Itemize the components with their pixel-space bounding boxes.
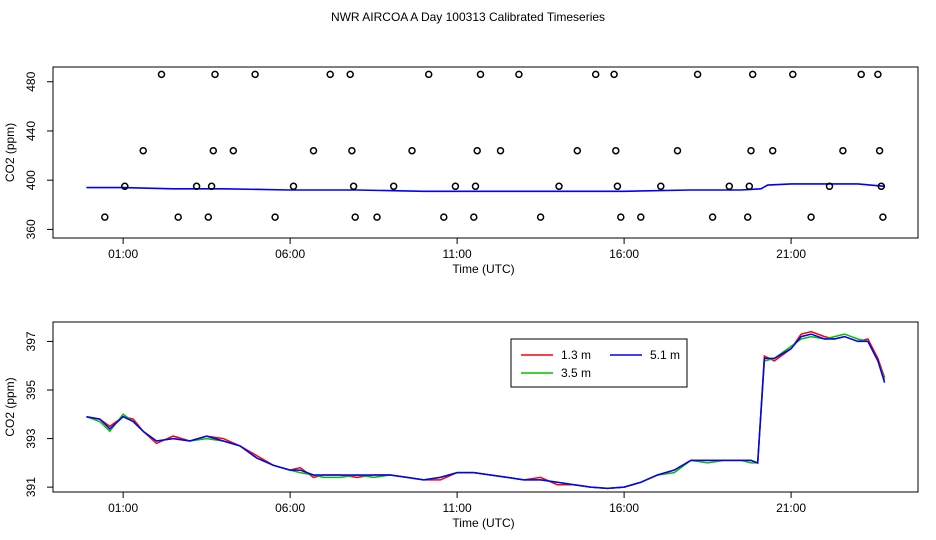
data-point: [373, 213, 381, 221]
x-tick-label: 21:00: [776, 247, 806, 261]
data-point: [473, 146, 481, 155]
figure-title: NWR AIRCOA A Day 100313 Calibrated Times…: [331, 10, 605, 24]
data-point: [748, 70, 757, 79]
data-point: [857, 70, 865, 79]
data-point: [289, 182, 298, 191]
data-point: [536, 213, 545, 221]
y-axis-label: CO2 (ppm): [3, 123, 17, 182]
series-line: [86, 333, 886, 490]
x-tick-label: 11:00: [443, 247, 472, 261]
data-point: [408, 146, 416, 155]
data-point: [825, 182, 834, 191]
data-point: [807, 213, 815, 221]
data-point: [309, 146, 318, 155]
data-point: [389, 182, 398, 191]
y-tick-label: 480: [24, 71, 38, 91]
top-panel-scatter: 01:00 06:00 11:00 16:00 21:00 360 400 440 480 Tim…: [3, 66, 919, 276]
data-point: [591, 70, 600, 79]
data-point: [708, 213, 717, 221]
trend-line: [86, 183, 885, 193]
series-line: [86, 330, 886, 490]
data-point: [211, 70, 219, 79]
data-point: [451, 182, 460, 191]
data-point: [470, 213, 478, 221]
data-point: [209, 146, 218, 155]
data-point: [573, 146, 582, 155]
x-tick-label: 16:00: [609, 501, 639, 515]
data-point: [139, 146, 147, 155]
legend: 1.3 m 3.5 m 5.1 m: [510, 338, 688, 388]
bottom-panel-lines: 01:00 06:00 11:00 16:00 21:00 391 393 395 397 Tim…: [3, 321, 919, 530]
data-point: [657, 182, 665, 191]
data-point: [121, 182, 129, 191]
data-point: [789, 70, 797, 79]
data-point: [349, 182, 358, 191]
data-point: [348, 146, 356, 155]
legend-label: 3.5 m: [561, 366, 591, 380]
legend-label: 5.1 m: [650, 348, 680, 362]
x-tick-label: 01:00: [108, 501, 138, 515]
data-point: [743, 213, 752, 221]
data-point: [157, 70, 166, 79]
data-point: [637, 213, 645, 221]
data-point: [693, 70, 702, 79]
data-point: [673, 146, 682, 155]
y-tick-label: 397: [24, 331, 38, 351]
data-point: [745, 182, 754, 191]
data-point: [555, 182, 563, 191]
data-point: [440, 213, 448, 221]
data-point: [204, 213, 213, 221]
x-tick-label: 01:00: [108, 247, 138, 261]
data-point: [174, 213, 182, 221]
data-point: [617, 213, 625, 221]
x-tick-label: 06:00: [275, 501, 305, 515]
y-tick-label: 360: [24, 219, 38, 239]
legend-box: [510, 338, 688, 388]
data-point: [271, 213, 279, 221]
data-point: [877, 182, 886, 191]
data-point: [476, 70, 485, 79]
data-point: [346, 70, 354, 79]
data-point: [612, 146, 620, 155]
y-tick-label: 391: [24, 477, 38, 497]
data-point: [747, 146, 755, 155]
y-axis-label: CO2 (ppm): [3, 377, 17, 436]
data-point: [351, 213, 359, 221]
data-point: [613, 182, 622, 191]
data-point: [326, 70, 334, 79]
data-point: [101, 213, 109, 221]
data-point: [496, 146, 505, 155]
plot-frame: [52, 66, 919, 239]
plot-frame: [52, 321, 919, 493]
data-point: [879, 213, 887, 221]
data-point: [725, 182, 734, 191]
legend-label: 1.3 m: [561, 348, 591, 362]
data-point: [229, 146, 238, 155]
data-point: [874, 70, 882, 79]
data-point: [515, 70, 523, 79]
data-point: [768, 146, 777, 155]
x-axis-label: Time (UTC): [452, 262, 514, 276]
data-point: [192, 182, 201, 191]
y-tick-label: 400: [24, 170, 38, 190]
y-tick-label: 440: [24, 121, 38, 141]
x-tick-label: 11:00: [443, 501, 472, 515]
x-tick-label: 06:00: [275, 247, 305, 261]
data-point: [207, 182, 216, 191]
data-point: [424, 70, 433, 79]
data-point: [610, 70, 618, 79]
x-axis-label: Time (UTC): [452, 516, 514, 530]
data-point: [251, 70, 259, 79]
data-point: [839, 146, 847, 155]
data-point: [471, 182, 480, 191]
y-tick-label: 393: [24, 428, 38, 448]
data-point: [875, 146, 884, 155]
y-tick-label: 395: [24, 380, 38, 400]
x-tick-label: 16:00: [609, 247, 639, 261]
x-tick-label: 21:00: [776, 501, 806, 515]
